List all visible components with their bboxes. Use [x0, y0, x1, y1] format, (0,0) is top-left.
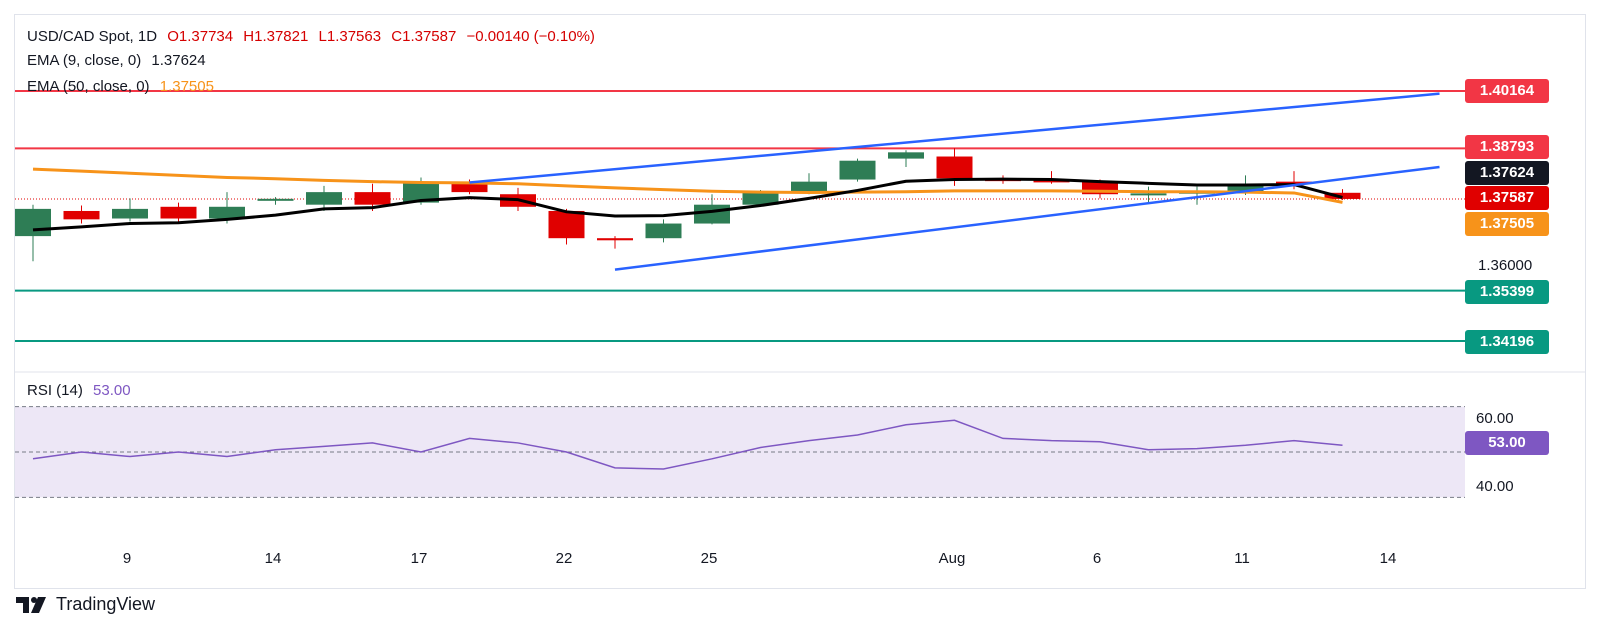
candle-up: [112, 208, 148, 219]
candle-up: [742, 192, 779, 205]
ema9-label: EMA (9, close, 0): [27, 52, 142, 69]
x-tick-label: 17: [410, 550, 428, 567]
candle-down: [160, 206, 197, 219]
tradingview-logo[interactable]: TradingView: [16, 594, 155, 615]
x-tick-label: 6: [1092, 550, 1102, 567]
tradingview-wordmark: TradingView: [56, 594, 156, 614]
legend-high: H1.37821: [243, 28, 309, 45]
ema9-value: 1.37624: [151, 52, 206, 69]
ema50-label: EMA (50, close, 0): [27, 78, 150, 95]
legend-change: −0.00140 (−0.10%): [466, 28, 595, 45]
legend-close: C1.37587: [391, 28, 457, 45]
candle-up: [888, 152, 924, 159]
rsi-badge: 53.00: [1465, 431, 1549, 455]
x-tick-label: 14: [1379, 550, 1397, 567]
candle-up: [645, 223, 682, 239]
x-tick-label: 11: [1234, 550, 1250, 567]
price-tick-1-36: 1.36000: [1478, 257, 1533, 274]
legend-ema9: EMA (9, close, 0) 1.37624: [27, 52, 212, 69]
rsi-value: 53.00: [93, 382, 131, 399]
x-tick-label: 25: [700, 550, 718, 567]
price-badge-support-2: 1.34196: [1465, 330, 1549, 354]
trendline: [614, 165, 1440, 271]
candle-down: [354, 192, 391, 205]
price-badge-support-1: 1.35399: [1465, 280, 1549, 304]
candle-up: [306, 192, 342, 205]
rsi-tick-40: 40.00: [1476, 478, 1514, 495]
ema50-value: 1.37505: [159, 78, 214, 95]
chart-frame: [14, 14, 1586, 589]
legend-rsi: RSI (14) 53.00: [27, 382, 137, 399]
legend-ohlc: USD/CAD Spot, 1D O1.37734 H1.37821 L1.37…: [27, 28, 601, 45]
price-badge-last: 1.37587: [1465, 186, 1549, 210]
x-tick-label: 14: [264, 550, 282, 567]
legend-symbol: USD/CAD Spot, 1D: [27, 28, 158, 45]
price-badge-ema50: 1.37505: [1465, 212, 1549, 236]
candle-down: [597, 238, 633, 241]
candle-up: [791, 181, 827, 193]
trendline: [469, 92, 1440, 184]
rsi-tick-60: 60.00: [1476, 410, 1514, 427]
candle-down: [548, 210, 585, 239]
x-tick-label: Aug: [938, 550, 966, 567]
price-badge-resistance-1: 1.38793: [1465, 135, 1549, 159]
candle-up: [403, 181, 439, 203]
candle-up: [209, 206, 245, 219]
ema50-line: [32, 167, 1343, 204]
candle-up: [257, 198, 294, 201]
x-tick-label: 22: [555, 550, 573, 567]
candle-up: [15, 208, 51, 237]
price-badge-resistance-2: 1.40164: [1465, 79, 1549, 103]
tradingview-logo-icon: [16, 596, 46, 613]
candle-up: [1130, 193, 1167, 196]
price-badge-ema9: 1.37624: [1465, 161, 1549, 185]
candle-down: [451, 182, 488, 193]
legend-ema50: EMA (50, close, 0) 1.37505: [27, 78, 220, 95]
candle-down: [63, 210, 100, 220]
candle-down: [1276, 181, 1312, 184]
ema9-line: [32, 177, 1343, 232]
candle-down: [936, 156, 973, 179]
candle-down: [1033, 180, 1070, 183]
candle-up: [694, 204, 730, 224]
rsi-line: [32, 419, 1343, 470]
legend-low: L1.37563: [318, 28, 382, 45]
x-tick-label: 9: [122, 550, 132, 567]
rsi-label: RSI (14): [27, 382, 83, 399]
candle-up: [1227, 183, 1264, 194]
legend-open: O1.37734: [167, 28, 234, 45]
candle-up: [839, 160, 876, 180]
